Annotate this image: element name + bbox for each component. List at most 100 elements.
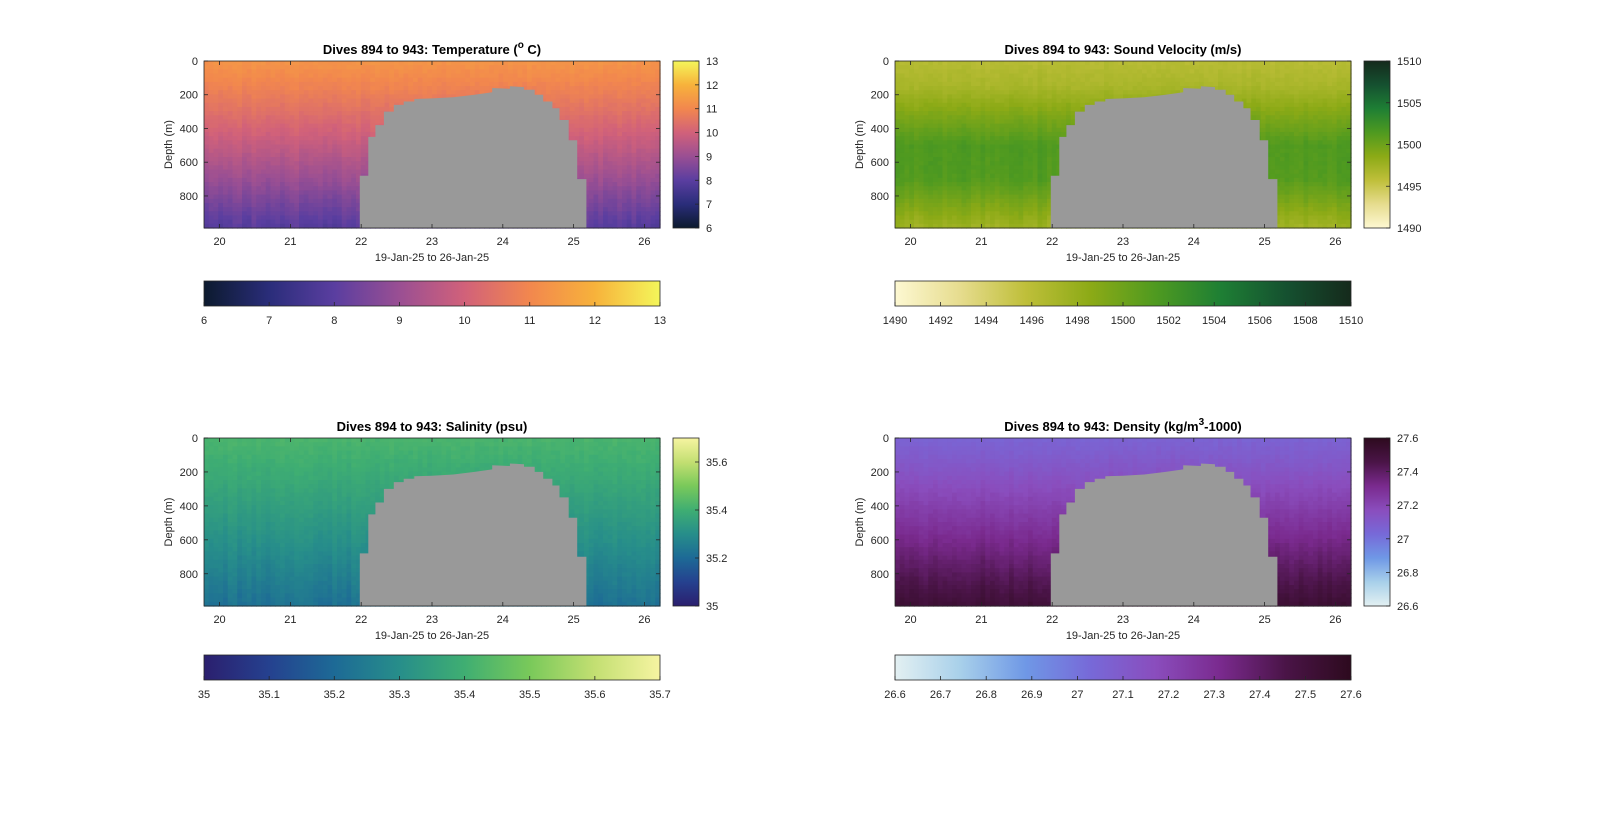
- heatmap-cell: [895, 119, 900, 124]
- heatmap-cell: [909, 178, 914, 183]
- heatmap-cell: [275, 115, 280, 120]
- heatmap-cell: [323, 161, 328, 166]
- heatmap-cell: [385, 86, 390, 91]
- heatmap-cell: [914, 111, 919, 116]
- heatmap-cell: [218, 94, 223, 99]
- heatmap-cell: [290, 195, 295, 200]
- heatmap-cell: [565, 115, 570, 120]
- heatmap-cell: [914, 140, 919, 145]
- heatmap-cell: [584, 132, 589, 137]
- heatmap-cell: [299, 153, 304, 158]
- heatmap-cell: [204, 136, 209, 141]
- heatmap-cell: [399, 82, 404, 87]
- heatmap-cell: [423, 74, 428, 79]
- heatmap-cell: [370, 82, 375, 87]
- heatmap-cell: [299, 74, 304, 79]
- heatmap-cell: [966, 128, 971, 133]
- heatmap-cell: [271, 94, 276, 99]
- heatmap-cell: [636, 94, 641, 99]
- heatmap-cell: [304, 78, 309, 83]
- heatmap-cell: [366, 90, 371, 95]
- heatmap-cell: [1014, 186, 1019, 191]
- heatmap-cell: [905, 195, 910, 200]
- heatmap-cell: [261, 82, 266, 87]
- heatmap-cell: [233, 153, 238, 158]
- heatmap-cell: [1014, 174, 1019, 179]
- heatmap-cell: [976, 140, 981, 145]
- heatmap-cell: [256, 61, 261, 66]
- heatmap-cell: [494, 61, 499, 66]
- heatmap-cell: [641, 107, 646, 112]
- heatmap-cell: [641, 94, 646, 99]
- heatmap-cell: [575, 119, 580, 124]
- heatmap-cell: [1004, 207, 1009, 212]
- heatmap-cell: [494, 69, 499, 74]
- heatmap-cell: [266, 107, 271, 112]
- heatmap-cell: [952, 99, 957, 104]
- heatmap-cell: [223, 157, 228, 162]
- heatmap-cell: [995, 61, 1000, 66]
- heatmap-cell: [575, 86, 580, 91]
- heatmap-cell: [579, 174, 584, 179]
- heatmap-cell: [589, 211, 594, 216]
- heatmap-cell: [223, 153, 228, 158]
- heatmap-cell: [947, 99, 952, 104]
- heatmap-cell: [1014, 61, 1019, 66]
- heatmap-cell: [256, 111, 261, 116]
- heatmap-cell: [981, 145, 986, 150]
- heatmap-cell: [971, 207, 976, 212]
- heatmap-cell: [919, 145, 924, 150]
- heatmap-cell: [389, 90, 394, 95]
- heatmap-cell: [313, 186, 318, 191]
- heatmap-cell: [981, 182, 986, 187]
- heatmap-cell: [261, 136, 266, 141]
- heatmap-cell: [518, 61, 523, 66]
- heatmap-cell: [560, 115, 565, 120]
- heatmap-cell: [237, 207, 242, 212]
- heatmap-cell: [632, 190, 637, 195]
- heatmap-cell: [976, 90, 981, 95]
- heatmap-cell: [990, 190, 995, 195]
- heatmap-cell: [299, 199, 304, 204]
- heatmap-cell: [233, 207, 238, 212]
- heatmap-cell: [646, 190, 651, 195]
- heatmap-cell: [233, 94, 238, 99]
- heatmap-cell: [990, 186, 995, 191]
- heatmap-cell: [385, 65, 390, 70]
- heatmap-cell: [1009, 69, 1014, 74]
- heatmap-cell: [375, 99, 380, 104]
- heatmap-cell: [919, 69, 924, 74]
- heatmap-cell: [957, 132, 962, 137]
- heatmap-cell: [432, 74, 437, 79]
- heatmap-cell: [209, 186, 214, 191]
- heatmap-cell: [598, 211, 603, 216]
- heatmap-cell: [641, 178, 646, 183]
- heatmap-cell: [570, 124, 575, 129]
- heatmap-cell: [646, 203, 651, 208]
- heatmap-cell: [928, 195, 933, 200]
- heatmap-cell: [947, 94, 952, 99]
- heatmap-cell: [995, 82, 1000, 87]
- heatmap-cell: [280, 78, 285, 83]
- heatmap-cell: [247, 145, 252, 150]
- heatmap-cell: [608, 165, 613, 170]
- heatmap-cell: [924, 186, 929, 191]
- y-tick-label: 0: [192, 56, 198, 68]
- heatmap-cell: [909, 115, 914, 120]
- heatmap-cell: [613, 215, 618, 220]
- heatmap-cell: [347, 69, 352, 74]
- heatmap-cell: [627, 82, 632, 87]
- heatmap-cell: [242, 107, 247, 112]
- heatmap-cell: [919, 140, 924, 145]
- heatmap-cell: [632, 86, 637, 91]
- colorbar-right-tick-label: 8: [706, 175, 712, 187]
- heatmap-cell: [347, 111, 352, 116]
- heatmap-cell: [646, 186, 651, 191]
- heatmap-cell: [651, 145, 656, 150]
- heatmap-cell: [971, 119, 976, 124]
- heatmap-cell: [900, 161, 905, 166]
- heatmap-cell: [209, 203, 214, 208]
- heatmap-cell: [337, 190, 342, 195]
- heatmap-cell: [985, 74, 990, 79]
- heatmap-cell: [1009, 165, 1014, 170]
